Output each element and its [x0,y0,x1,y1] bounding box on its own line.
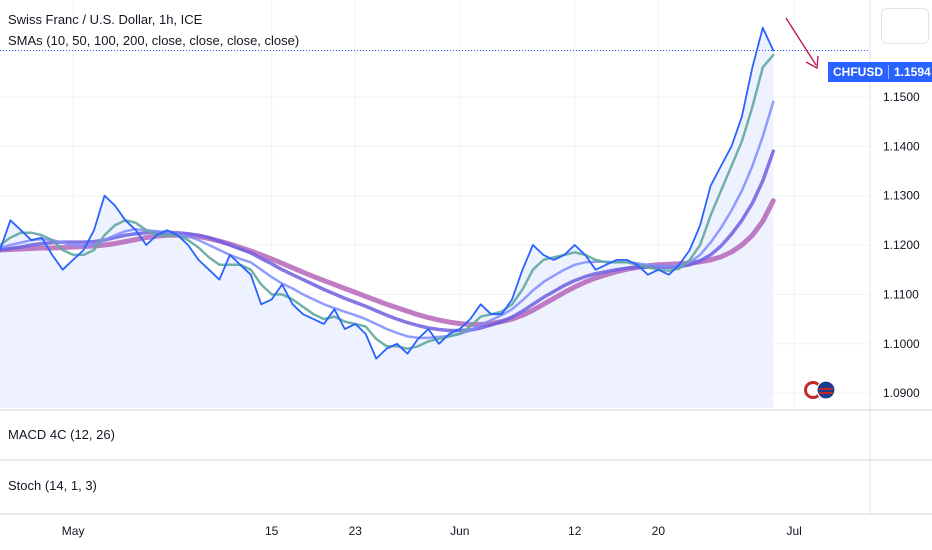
series-line-sma-10 [0,53,775,350]
y-tick-label: 1.1100 [883,287,919,301]
x-tick-label: Jul [787,524,802,538]
x-tick-label: May [62,524,85,538]
series-line-sma-50 [0,100,775,340]
y-tick-label: 1.1000 [883,337,920,351]
series-lines [0,26,776,360]
x-tick-label: 20 [652,524,666,538]
chart-title: Swiss Franc / U.S. Dollar, 1h, ICE [8,12,203,27]
time-axis[interactable]: May1523Jun1220Jul17 [62,524,932,538]
symbol-label: CHFUSD [833,65,883,79]
top-right-button[interactable] [881,8,929,44]
stoch-pane-label[interactable]: Stoch (14, 1, 3) [8,478,97,493]
arrow-annotation [785,17,819,70]
x-tick-label: 15 [265,524,279,538]
macd-pane-label[interactable]: MACD 4C (12, 26) [8,427,115,442]
symbol-price-badge: CHFUSD 1.1594 [828,62,932,82]
y-tick-label: 1.1200 [883,238,920,252]
y-tick-label: 1.1400 [883,139,920,153]
sma-legend[interactable]: SMAs (10, 50, 100, 200, close, close, cl… [8,33,300,48]
y-tick-label: 1.1300 [883,189,920,203]
x-tick-label: Jun [450,524,469,538]
series-line-chfusd [0,26,775,360]
x-tick-label: 12 [568,524,582,538]
last-price-label: 1.1594 [894,65,931,79]
chf-usd-flags-icon[interactable] [804,380,836,400]
price-axis[interactable]: 1.0900 1.1000 1.1100 1.1200 1.1300 1.1400 1.15… [869,0,920,514]
y-tick-label: 1.1500 [883,90,920,104]
price-area-fill [0,27,774,409]
y-tick-label: 1.0900 [883,386,920,400]
x-tick-label: 23 [349,524,363,538]
